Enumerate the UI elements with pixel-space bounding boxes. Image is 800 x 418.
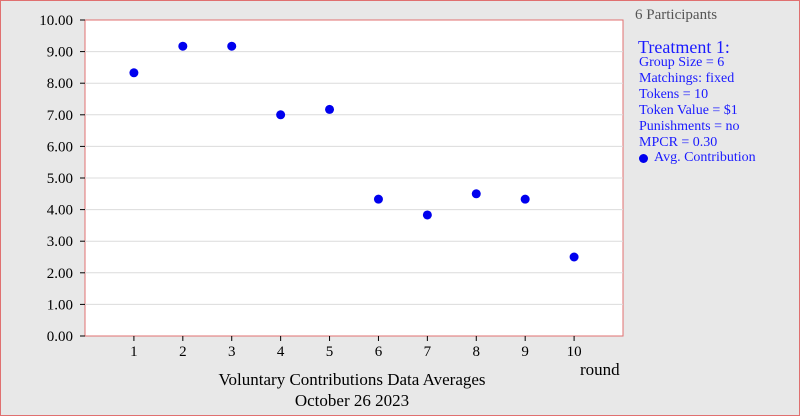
data-point xyxy=(227,41,237,51)
y-tick-label: 5.00 xyxy=(47,171,73,187)
participants-label: 6 Participants xyxy=(635,7,718,23)
y-tick-label: 2.00 xyxy=(47,266,73,282)
data-point xyxy=(325,104,335,114)
param-punishments: Punishments = no xyxy=(639,119,740,134)
data-point xyxy=(129,68,139,78)
y-tick-label: 10.00 xyxy=(39,13,73,29)
x-tick-label: 4 xyxy=(277,344,285,360)
legend: Avg. Contribution xyxy=(639,150,756,166)
param-group-size: Group Size = 6 xyxy=(639,55,725,70)
data-point xyxy=(422,210,432,220)
x-tick-label: 5 xyxy=(326,344,334,360)
y-tick-label: 3.00 xyxy=(47,234,73,250)
x-tick-label: 8 xyxy=(473,344,481,360)
legend-marker xyxy=(639,153,648,163)
x-axis-ticks: 1 2 3 4 5 6 7 8 9 10 xyxy=(130,336,582,360)
param-tokens: Tokens = 10 xyxy=(639,87,709,102)
x-tick-label: 3 xyxy=(228,344,236,360)
y-tick-label: 9.00 xyxy=(47,45,73,61)
grid-lines xyxy=(85,51,623,305)
data-point xyxy=(276,110,286,120)
x-tick-label: 10 xyxy=(567,344,582,360)
param-mpcr: MPCR = 0.30 xyxy=(639,135,718,150)
x-tick-label: 9 xyxy=(521,344,529,360)
treatment-params: Group Size = 6 Matchings: fixed Tokens =… xyxy=(639,55,739,151)
y-tick-label: 6.00 xyxy=(47,139,73,155)
x-tick-label: 7 xyxy=(424,344,432,360)
legend-label: Avg. Contribution xyxy=(654,150,756,165)
x-tick-label: 2 xyxy=(179,344,187,360)
data-points xyxy=(129,41,579,262)
y-tick-label: 1.00 xyxy=(47,297,73,313)
x-tick-label: 6 xyxy=(375,344,383,360)
y-tick-label: 8.00 xyxy=(47,76,73,92)
data-point xyxy=(569,252,579,262)
data-point xyxy=(520,194,530,204)
y-tick-label: 4.00 xyxy=(47,203,73,219)
x-axis-label: round xyxy=(580,360,620,379)
caption-title: Voluntary Contributions Data Averages xyxy=(218,370,486,389)
y-axis-ticks: 0.00 1.00 2.00 3.00 4.00 5.00 6.00 7.00 8.00 9.00… xyxy=(39,13,85,345)
caption-date: October 26 2023 xyxy=(294,391,410,410)
y-tick-label: 7.00 xyxy=(47,108,73,124)
x-tick-label: 1 xyxy=(130,344,138,360)
y-tick-label: 0.00 xyxy=(47,329,73,345)
data-point xyxy=(471,189,481,199)
data-point xyxy=(178,41,188,51)
data-point xyxy=(373,194,383,204)
param-token-value: Token Value = $1 xyxy=(639,103,738,118)
treatment-title: Treatment 1: xyxy=(638,37,730,57)
param-matchings: Matchings: fixed xyxy=(639,71,735,86)
